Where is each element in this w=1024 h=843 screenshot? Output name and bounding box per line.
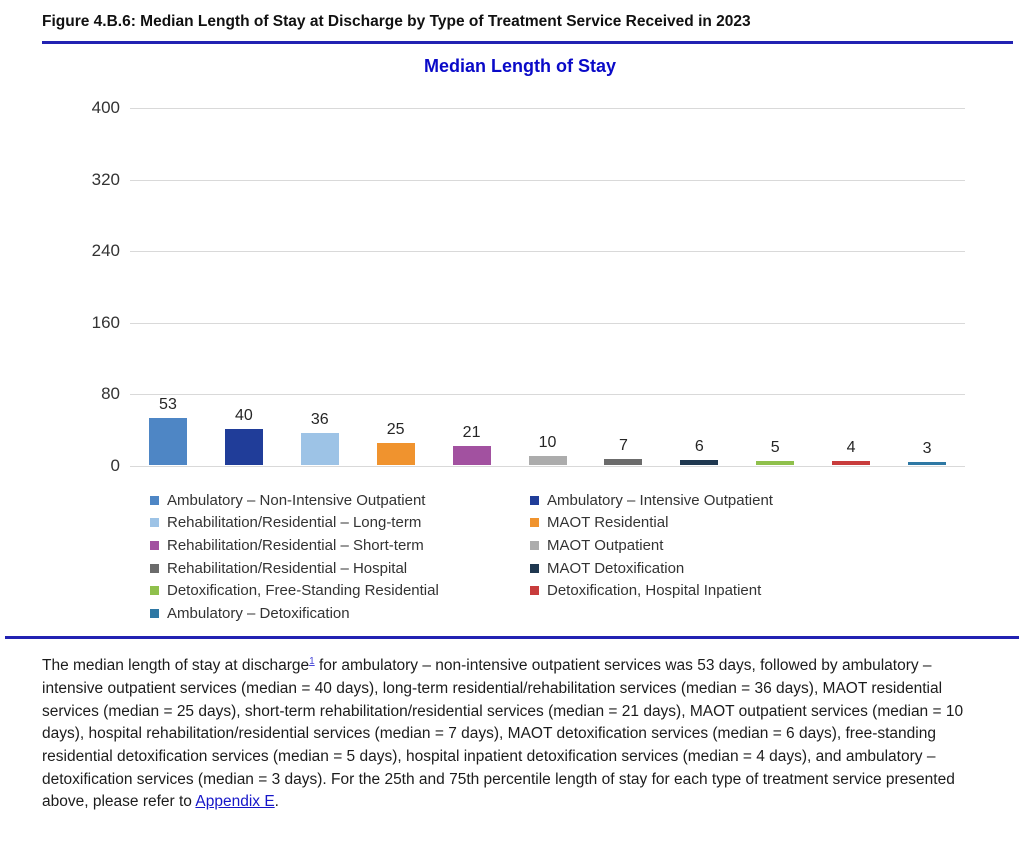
legend-swatch-icon bbox=[150, 608, 159, 618]
legend-item: Ambulatory – Intensive Outpatient bbox=[530, 489, 773, 512]
bar-value-label: 10 bbox=[538, 434, 557, 452]
bar-value-label: 36 bbox=[310, 410, 329, 428]
figure-title: Figure 4.B.6: Median Length of Stay at D… bbox=[42, 13, 751, 30]
y-axis: 0 80 160 240 320 400 bbox=[40, 98, 120, 475]
legend-item: Rehabilitation/Residential – Short-term bbox=[150, 534, 439, 557]
legend-item-label: Ambulatory – Detoxification bbox=[167, 604, 350, 622]
legend-swatch-icon bbox=[150, 586, 159, 596]
legend-swatch-icon bbox=[530, 495, 539, 505]
y-tick-label: 240 bbox=[91, 241, 120, 261]
bar-2: 40 bbox=[224, 407, 263, 465]
legend-item: Ambulatory – Non-Intensive Outpatient bbox=[150, 489, 439, 512]
chart-title: Median Length of Stay bbox=[423, 56, 616, 76]
bar-3: 36 bbox=[300, 411, 339, 465]
legend-swatch-icon bbox=[530, 586, 539, 596]
bar-value-label: 40 bbox=[234, 407, 253, 425]
appendix-e-link[interactable]: Appendix E bbox=[195, 793, 275, 811]
chart-divider-line bbox=[5, 636, 1019, 639]
bar-10: 4 bbox=[832, 439, 871, 465]
legend-item-label: Rehabilitation/Residential – Hospital bbox=[167, 559, 408, 577]
gridline bbox=[130, 108, 965, 109]
legend-item: MAOT Detoxification bbox=[530, 557, 773, 580]
legend-item-label: Detoxification, Hospital Inpatient bbox=[547, 582, 762, 600]
bar-4: 25 bbox=[376, 421, 415, 465]
plot-area: 53 40 36 25 21 10 7 6 5 4 3 bbox=[130, 108, 965, 467]
legend-swatch-icon bbox=[150, 540, 159, 550]
gridline bbox=[130, 251, 965, 253]
legend-swatch-icon bbox=[530, 563, 539, 573]
bar-7: 7 bbox=[604, 437, 643, 465]
legend-swatch-icon bbox=[150, 563, 159, 573]
caption-text-after-sup: for ambulatory – non-intensive outpatien… bbox=[42, 657, 964, 811]
legend-column-right: Ambulatory – Intensive Outpatient MAOT Re… bbox=[530, 489, 773, 602]
legend-swatch-icon bbox=[150, 495, 159, 505]
caption-paragraph: The median length of stay at discharge1 … bbox=[42, 651, 994, 814]
caption-text-before-sup: The median length of stay at discharge bbox=[42, 657, 310, 675]
bar-1: 53 bbox=[148, 396, 187, 465]
bar-11: 3 bbox=[908, 440, 947, 465]
gridline bbox=[130, 394, 965, 396]
bar-value-label: 7 bbox=[618, 436, 628, 454]
bar-5: 21 bbox=[452, 424, 491, 465]
legend-item: MAOT Residential bbox=[530, 512, 773, 535]
legend-item: Rehabilitation/Residential – Long-term bbox=[150, 512, 439, 535]
legend-item: Rehabilitation/Residential – Hospital bbox=[150, 557, 439, 580]
bar-value-label: 6 bbox=[694, 437, 704, 455]
bar-9: 5 bbox=[756, 439, 795, 465]
bar-value-label: 5 bbox=[770, 438, 780, 456]
gridline bbox=[130, 466, 965, 467]
bar-8: 6 bbox=[680, 438, 719, 465]
legend-item-label: Rehabilitation/Residential – Long-term bbox=[167, 514, 422, 532]
legend-item: Detoxification, Hospital Inpatient bbox=[530, 579, 773, 602]
legend-item-label: Rehabilitation/Residential – Short-term bbox=[167, 536, 424, 554]
bar-value-label: 25 bbox=[386, 420, 405, 438]
gridline bbox=[130, 179, 965, 181]
gridline bbox=[130, 322, 965, 324]
legend-swatch-icon bbox=[150, 518, 159, 528]
legend-item-label: Detoxification, Free-Standing Residentia… bbox=[167, 582, 439, 600]
y-tick-label: 80 bbox=[101, 384, 120, 404]
legend-item-label: Ambulatory – Intensive Outpatient bbox=[547, 491, 773, 509]
y-tick-label: 320 bbox=[91, 169, 120, 189]
legend-item: Detoxification, Free-Standing Residentia… bbox=[150, 579, 439, 602]
bar-value-label: 21 bbox=[462, 424, 481, 442]
bar-value-label: 53 bbox=[159, 395, 177, 413]
legend-column-left: Ambulatory – Non-Intensive Outpatient Reh… bbox=[150, 489, 439, 625]
bar-value-label: 3 bbox=[922, 440, 932, 458]
bar-value-label: 4 bbox=[846, 439, 856, 457]
legend-item-label: MAOT Detoxification bbox=[547, 559, 685, 577]
y-tick-label: 400 bbox=[91, 98, 120, 117]
footnote-1-link[interactable]: 1 bbox=[309, 656, 315, 667]
y-tick-label: 0 bbox=[110, 456, 120, 475]
legend-item: Ambulatory – Detoxification bbox=[150, 602, 439, 625]
legend-swatch-icon bbox=[530, 518, 539, 528]
title-divider-line bbox=[42, 41, 1013, 44]
legend-item: MAOT Outpatient bbox=[530, 534, 773, 557]
bar-6: 10 bbox=[528, 434, 567, 465]
legend-swatch-icon bbox=[530, 540, 539, 550]
legend-item-label: MAOT Outpatient bbox=[547, 536, 664, 554]
y-tick-label: 160 bbox=[91, 312, 120, 332]
legend-item-label: Ambulatory – Non-Intensive Outpatient bbox=[167, 491, 426, 509]
caption-text-after-link: . bbox=[274, 793, 279, 811]
legend-item-label: MAOT Residential bbox=[547, 514, 669, 532]
